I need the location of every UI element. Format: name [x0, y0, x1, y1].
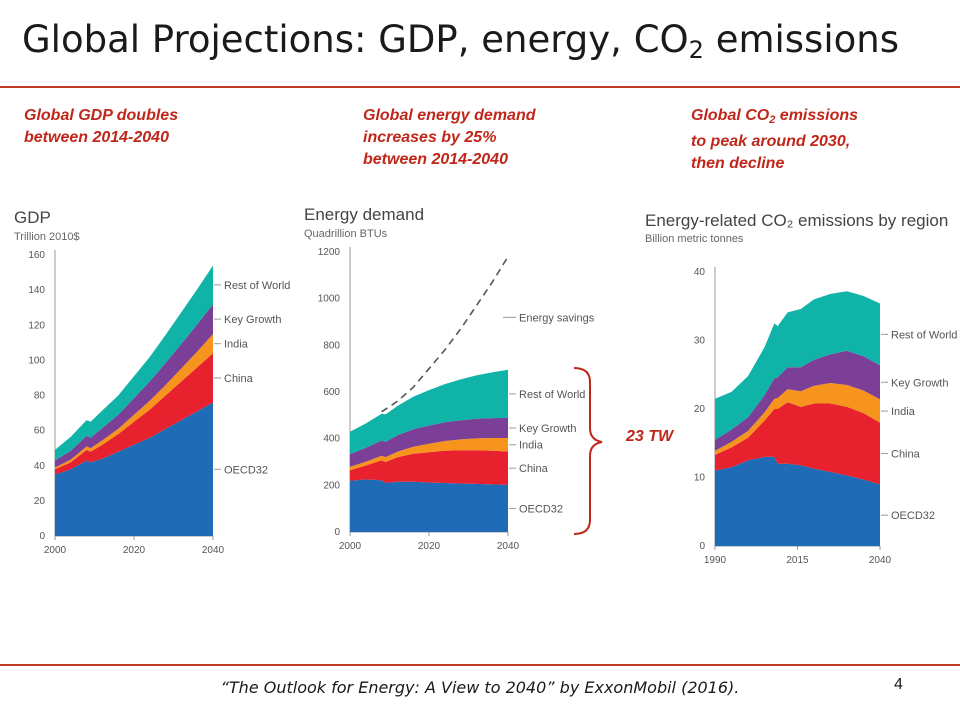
- y-tick-label: 0: [334, 527, 340, 538]
- y-tick-label: 800: [323, 340, 340, 351]
- slide-title: Global Projections: GDP, energy, CO2 emi…: [22, 18, 899, 64]
- area-india: [350, 438, 508, 471]
- source-citation: “The Outlook for Energy: A View to 2040”…: [220, 678, 740, 697]
- x-tick-label: 2040: [497, 541, 520, 552]
- legend-oecd32: OECD32: [224, 464, 268, 476]
- legend-china: China: [224, 373, 254, 385]
- y-tick-label: 100: [28, 355, 45, 366]
- page-number: 4: [894, 676, 903, 693]
- energy-demand-chart: Energy demand Quadrillion BTUs 0 200 400 600 8…: [304, 205, 595, 552]
- y-tick-label: 40: [694, 267, 706, 278]
- co2-emissions-chart: Energy-related CO₂ emissions by region Bi…: [645, 211, 957, 566]
- y-tick-label: 10: [694, 473, 706, 484]
- x-tick-label: 2040: [202, 545, 225, 556]
- y-tick-label: 20: [34, 496, 46, 507]
- area-rest-of-world: [715, 291, 880, 440]
- x-tick-label: 2015: [786, 555, 809, 566]
- legend-rest-of-world: Rest of World: [519, 389, 585, 401]
- x-tick-label: 2020: [418, 541, 441, 552]
- y-tick-label: 160: [28, 250, 45, 261]
- y-tick-label: 400: [323, 434, 340, 445]
- x-tick-label: 2040: [869, 555, 892, 566]
- area-rest-of-world: [55, 265, 213, 461]
- area-china: [715, 402, 880, 485]
- legend-india: India: [891, 406, 916, 418]
- y-tick-label: 120: [28, 320, 45, 331]
- y-tick-label: 40: [34, 461, 46, 472]
- area-key-growth: [55, 304, 213, 468]
- energy-savings-line: [381, 256, 509, 413]
- title-divider: [0, 86, 960, 88]
- legend-oecd32: OECD32: [519, 503, 563, 515]
- y-tick-label: 200: [323, 480, 340, 491]
- legend-china: China: [891, 449, 921, 461]
- y-tick-label: 140: [28, 285, 45, 296]
- legend-key-growth: Key Growth: [891, 377, 948, 389]
- caption-co2: Global CO2 emissions to peak around 2030…: [691, 107, 859, 172]
- legend-key-growth: Key Growth: [224, 314, 281, 326]
- y-tick-label: 600: [323, 387, 340, 398]
- y-tick-label: 80: [34, 391, 46, 402]
- y-tick-label: 0: [39, 531, 45, 542]
- y-tick-label: 1000: [318, 294, 341, 305]
- legend-india: India: [519, 440, 544, 452]
- footer-divider: [0, 664, 960, 666]
- area-china: [55, 353, 213, 475]
- area-key-growth: [715, 350, 880, 451]
- chart-subtitle: Billion metric tonnes: [645, 233, 744, 245]
- y-tick-label: 1200: [318, 247, 341, 258]
- chart-title: GDP: [14, 208, 51, 227]
- area-india: [715, 383, 880, 455]
- legend-energy-savings: Energy savings: [519, 312, 595, 324]
- chart-subtitle: Quadrillion BTUs: [304, 228, 388, 240]
- y-tick-label: 30: [694, 336, 706, 347]
- area-oecd32: [350, 479, 508, 532]
- area-key-growth: [350, 417, 508, 467]
- y-tick-label: 20: [694, 404, 706, 415]
- legend-rest-of-world: Rest of World: [891, 329, 957, 341]
- x-tick-label: 2000: [44, 545, 67, 556]
- area-oecd32: [715, 456, 880, 546]
- x-tick-label: 2000: [339, 541, 362, 552]
- caption-gdp: Global GDP doubles between 2014-2040: [24, 107, 179, 146]
- energy-bracket: [573, 367, 603, 535]
- chart-title: Energy-related CO₂ emissions by region: [645, 211, 948, 230]
- x-tick-label: 2020: [123, 545, 146, 556]
- legend-rest-of-world: Rest of World: [224, 280, 290, 292]
- caption-energy: Global energy demand increases by 25% be…: [363, 107, 536, 168]
- energy-annotation-label: 23 TW: [626, 428, 674, 445]
- x-tick-label: 1990: [704, 555, 727, 566]
- area-china: [350, 450, 508, 485]
- y-tick-label: 0: [699, 541, 705, 552]
- legend-oecd32: OECD32: [891, 510, 935, 522]
- chart-title: Energy demand: [304, 205, 424, 224]
- y-tick-label: 60: [34, 426, 46, 437]
- legend-key-growth: Key Growth: [519, 423, 576, 435]
- area-rest-of-world: [350, 369, 508, 455]
- legend-china: China: [519, 463, 549, 475]
- legend-india: India: [224, 339, 249, 351]
- area-oecd32: [55, 402, 213, 536]
- chart-subtitle: Trillion 2010$: [14, 231, 80, 243]
